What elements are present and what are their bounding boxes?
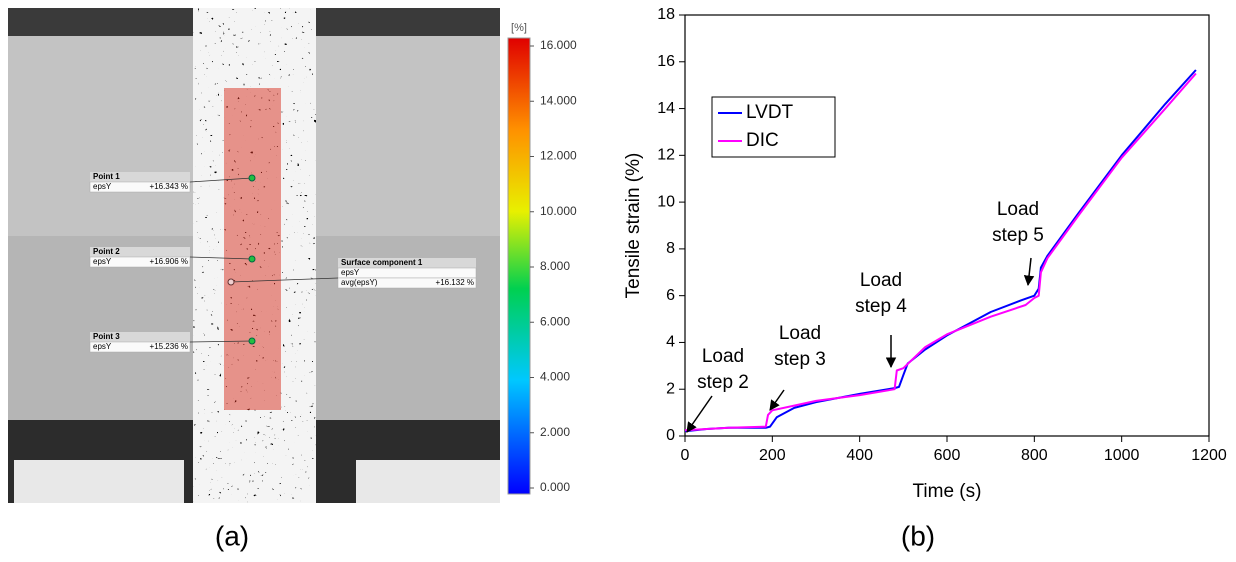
- x-tick-label: 200: [759, 447, 786, 464]
- annotation: Load: [702, 346, 744, 367]
- label-header: [90, 247, 190, 257]
- point-marker: [248, 174, 256, 182]
- left-region: [8, 36, 193, 236]
- y-tick-label: 6: [666, 287, 675, 304]
- surface-name: Surface component 1: [341, 258, 423, 267]
- panel-label: (b): [901, 520, 935, 551]
- y-axis-label: Tensile strain (%): [623, 153, 644, 299]
- label-row: [89, 181, 191, 193]
- label-header: [90, 172, 190, 182]
- leader: [189, 177, 253, 183]
- x-tick-label: 0: [681, 447, 690, 464]
- y-tick-label: 4: [666, 334, 675, 351]
- surface-marker: [227, 278, 235, 286]
- point-marker: [248, 337, 256, 345]
- x-tick-label: 1200: [1191, 447, 1227, 464]
- strain-overlay: [224, 88, 281, 410]
- y-tick-label: 16: [657, 53, 675, 70]
- y-tick-label: 18: [657, 6, 675, 23]
- annotation: Load: [997, 199, 1039, 220]
- y-tick-label: 8: [666, 240, 675, 257]
- point-quantity: epsY: [93, 182, 112, 191]
- leader: [189, 340, 253, 343]
- colorbar-unit: [%]: [511, 22, 527, 34]
- colorbar-tick-label: 14.000: [540, 93, 577, 107]
- plot-frame: [684, 14, 1210, 437]
- point-reading: +16.343 %: [150, 182, 188, 191]
- surface-avg-name: avg(epsY): [341, 278, 378, 287]
- point-marker: [248, 255, 256, 263]
- point-name: Point 1: [93, 172, 120, 181]
- right-region: [316, 36, 500, 236]
- grip-face: [356, 460, 500, 503]
- colorbar-tick-label: 6.000: [540, 314, 570, 328]
- label-row: [89, 256, 191, 268]
- point-name: Point 2: [93, 247, 120, 256]
- point-reading: +16.906 %: [150, 257, 188, 266]
- colorbar-tick-label: 10.000: [540, 204, 577, 218]
- point-quantity: epsY: [93, 342, 112, 351]
- y-tick-label: 10: [657, 193, 675, 210]
- y-tick-label: 14: [657, 100, 675, 117]
- annotation: Load: [860, 270, 902, 291]
- legend-box: [711, 96, 836, 158]
- x-tick-label: 400: [846, 447, 873, 464]
- colorbar-tick-label: 2.000: [540, 425, 570, 439]
- annotation: step 5: [992, 225, 1044, 246]
- label-row: [89, 341, 191, 353]
- point-name: Point 3: [93, 332, 120, 341]
- colorbar-tick-label: 4.000: [540, 370, 570, 384]
- annotation-arrow: [686, 395, 713, 433]
- annotation: step 3: [774, 349, 826, 370]
- leader: [189, 256, 253, 260]
- y-tick-label: 2: [666, 380, 675, 397]
- label-row: [337, 277, 477, 289]
- surface-quantity: epsY: [341, 268, 360, 277]
- annotation-arrow: [769, 389, 785, 411]
- point-quantity: epsY: [93, 257, 112, 266]
- point-reading: +15.236 %: [150, 342, 188, 351]
- legend-label: LVDT: [746, 102, 794, 123]
- colorbar-tick-label: 8.000: [540, 259, 570, 273]
- annotation: Load: [779, 323, 821, 344]
- leader: [230, 277, 339, 283]
- label-header: [90, 332, 190, 342]
- x-axis-label: Time (s): [913, 481, 982, 502]
- label-header: [338, 258, 476, 268]
- y-tick-label: 12: [657, 147, 675, 164]
- colorbar-tick-label: 12.000: [540, 149, 577, 163]
- panel-label: (a): [215, 520, 249, 551]
- grip-face: [14, 460, 184, 503]
- colorbar-tick-label: 16.000: [540, 38, 577, 52]
- x-tick-label: 800: [1021, 447, 1048, 464]
- annotation: step 2: [697, 372, 749, 393]
- y-tick-label: 0: [666, 427, 675, 444]
- legend-label: DIC: [746, 130, 779, 151]
- annotation: step 4: [855, 296, 907, 317]
- x-tick-label: 600: [934, 447, 961, 464]
- colorbar-tick-label: 0.000: [540, 480, 570, 494]
- series-line: [684, 72, 1197, 432]
- x-tick-label: 1000: [1104, 447, 1140, 464]
- surface-avg-reading: +16.132 %: [436, 278, 474, 287]
- dic-image: [8, 8, 500, 503]
- colorbar: [507, 37, 531, 495]
- annotation-arrow: [1023, 257, 1035, 287]
